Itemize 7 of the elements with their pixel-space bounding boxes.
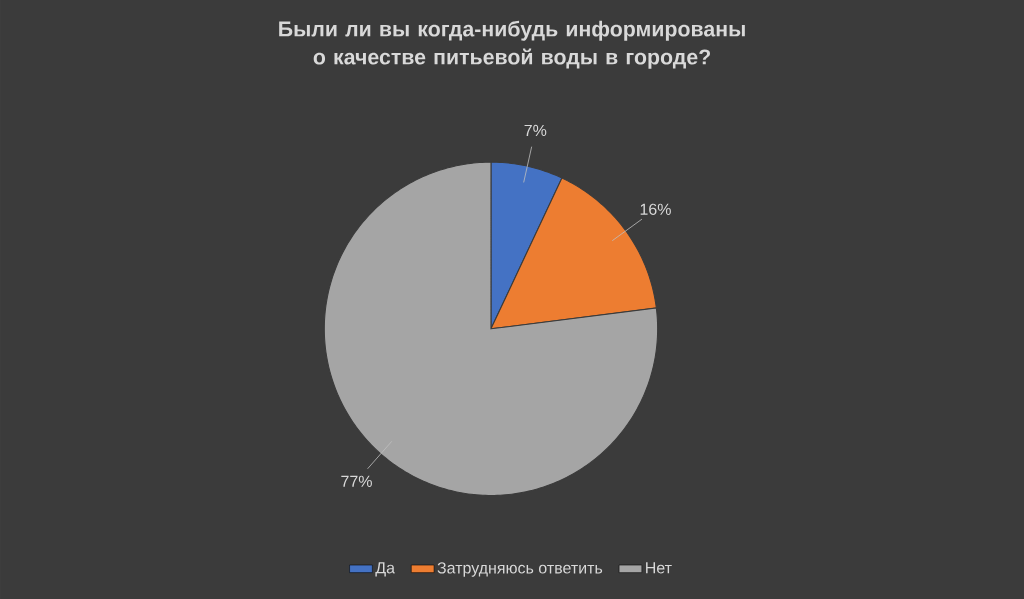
data-label: 77% — [341, 475, 372, 487]
data-label: 16% — [640, 203, 671, 215]
chart-title: Были ли вы когда-нибудь информированы о качестве питьевой воды в городе? — [279, 20, 745, 69]
legend-label: Да — [375, 562, 395, 577]
legend-label: Нет — [646, 562, 672, 574]
data-label: 7% — [524, 124, 547, 136]
legend-label: Затрудняюсь ответить — [437, 562, 603, 577]
